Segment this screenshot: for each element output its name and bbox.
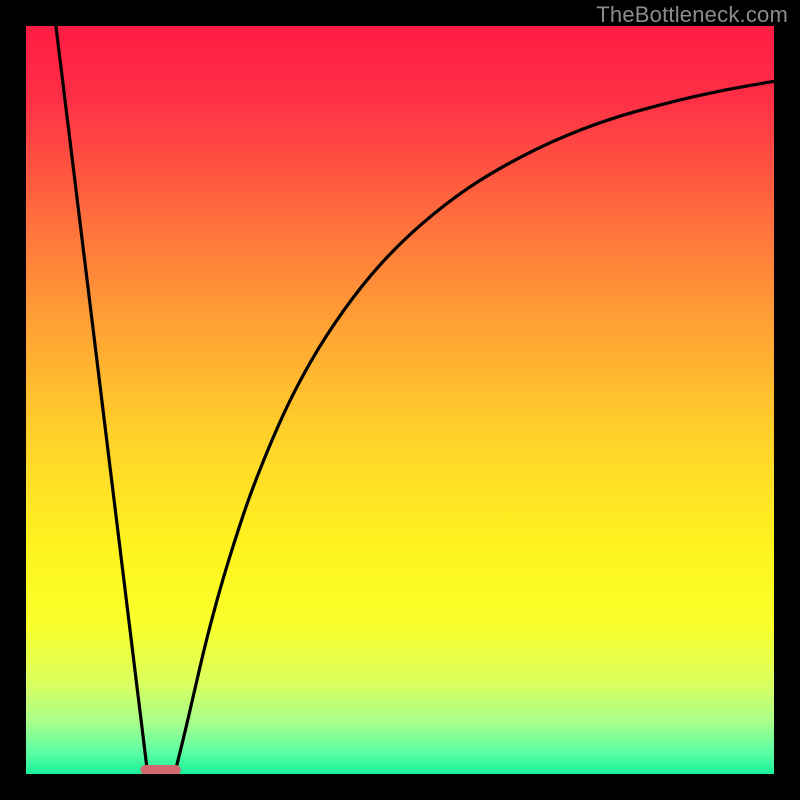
watermark-text: TheBottleneck.com [596, 2, 788, 28]
right-curve [176, 81, 774, 770]
chart-container: { "meta": { "watermark_text": "TheBottle… [0, 0, 800, 800]
bottleneck-marker [140, 765, 180, 774]
curves-layer [26, 26, 774, 774]
plot-area [26, 26, 774, 774]
left-line [56, 26, 147, 770]
